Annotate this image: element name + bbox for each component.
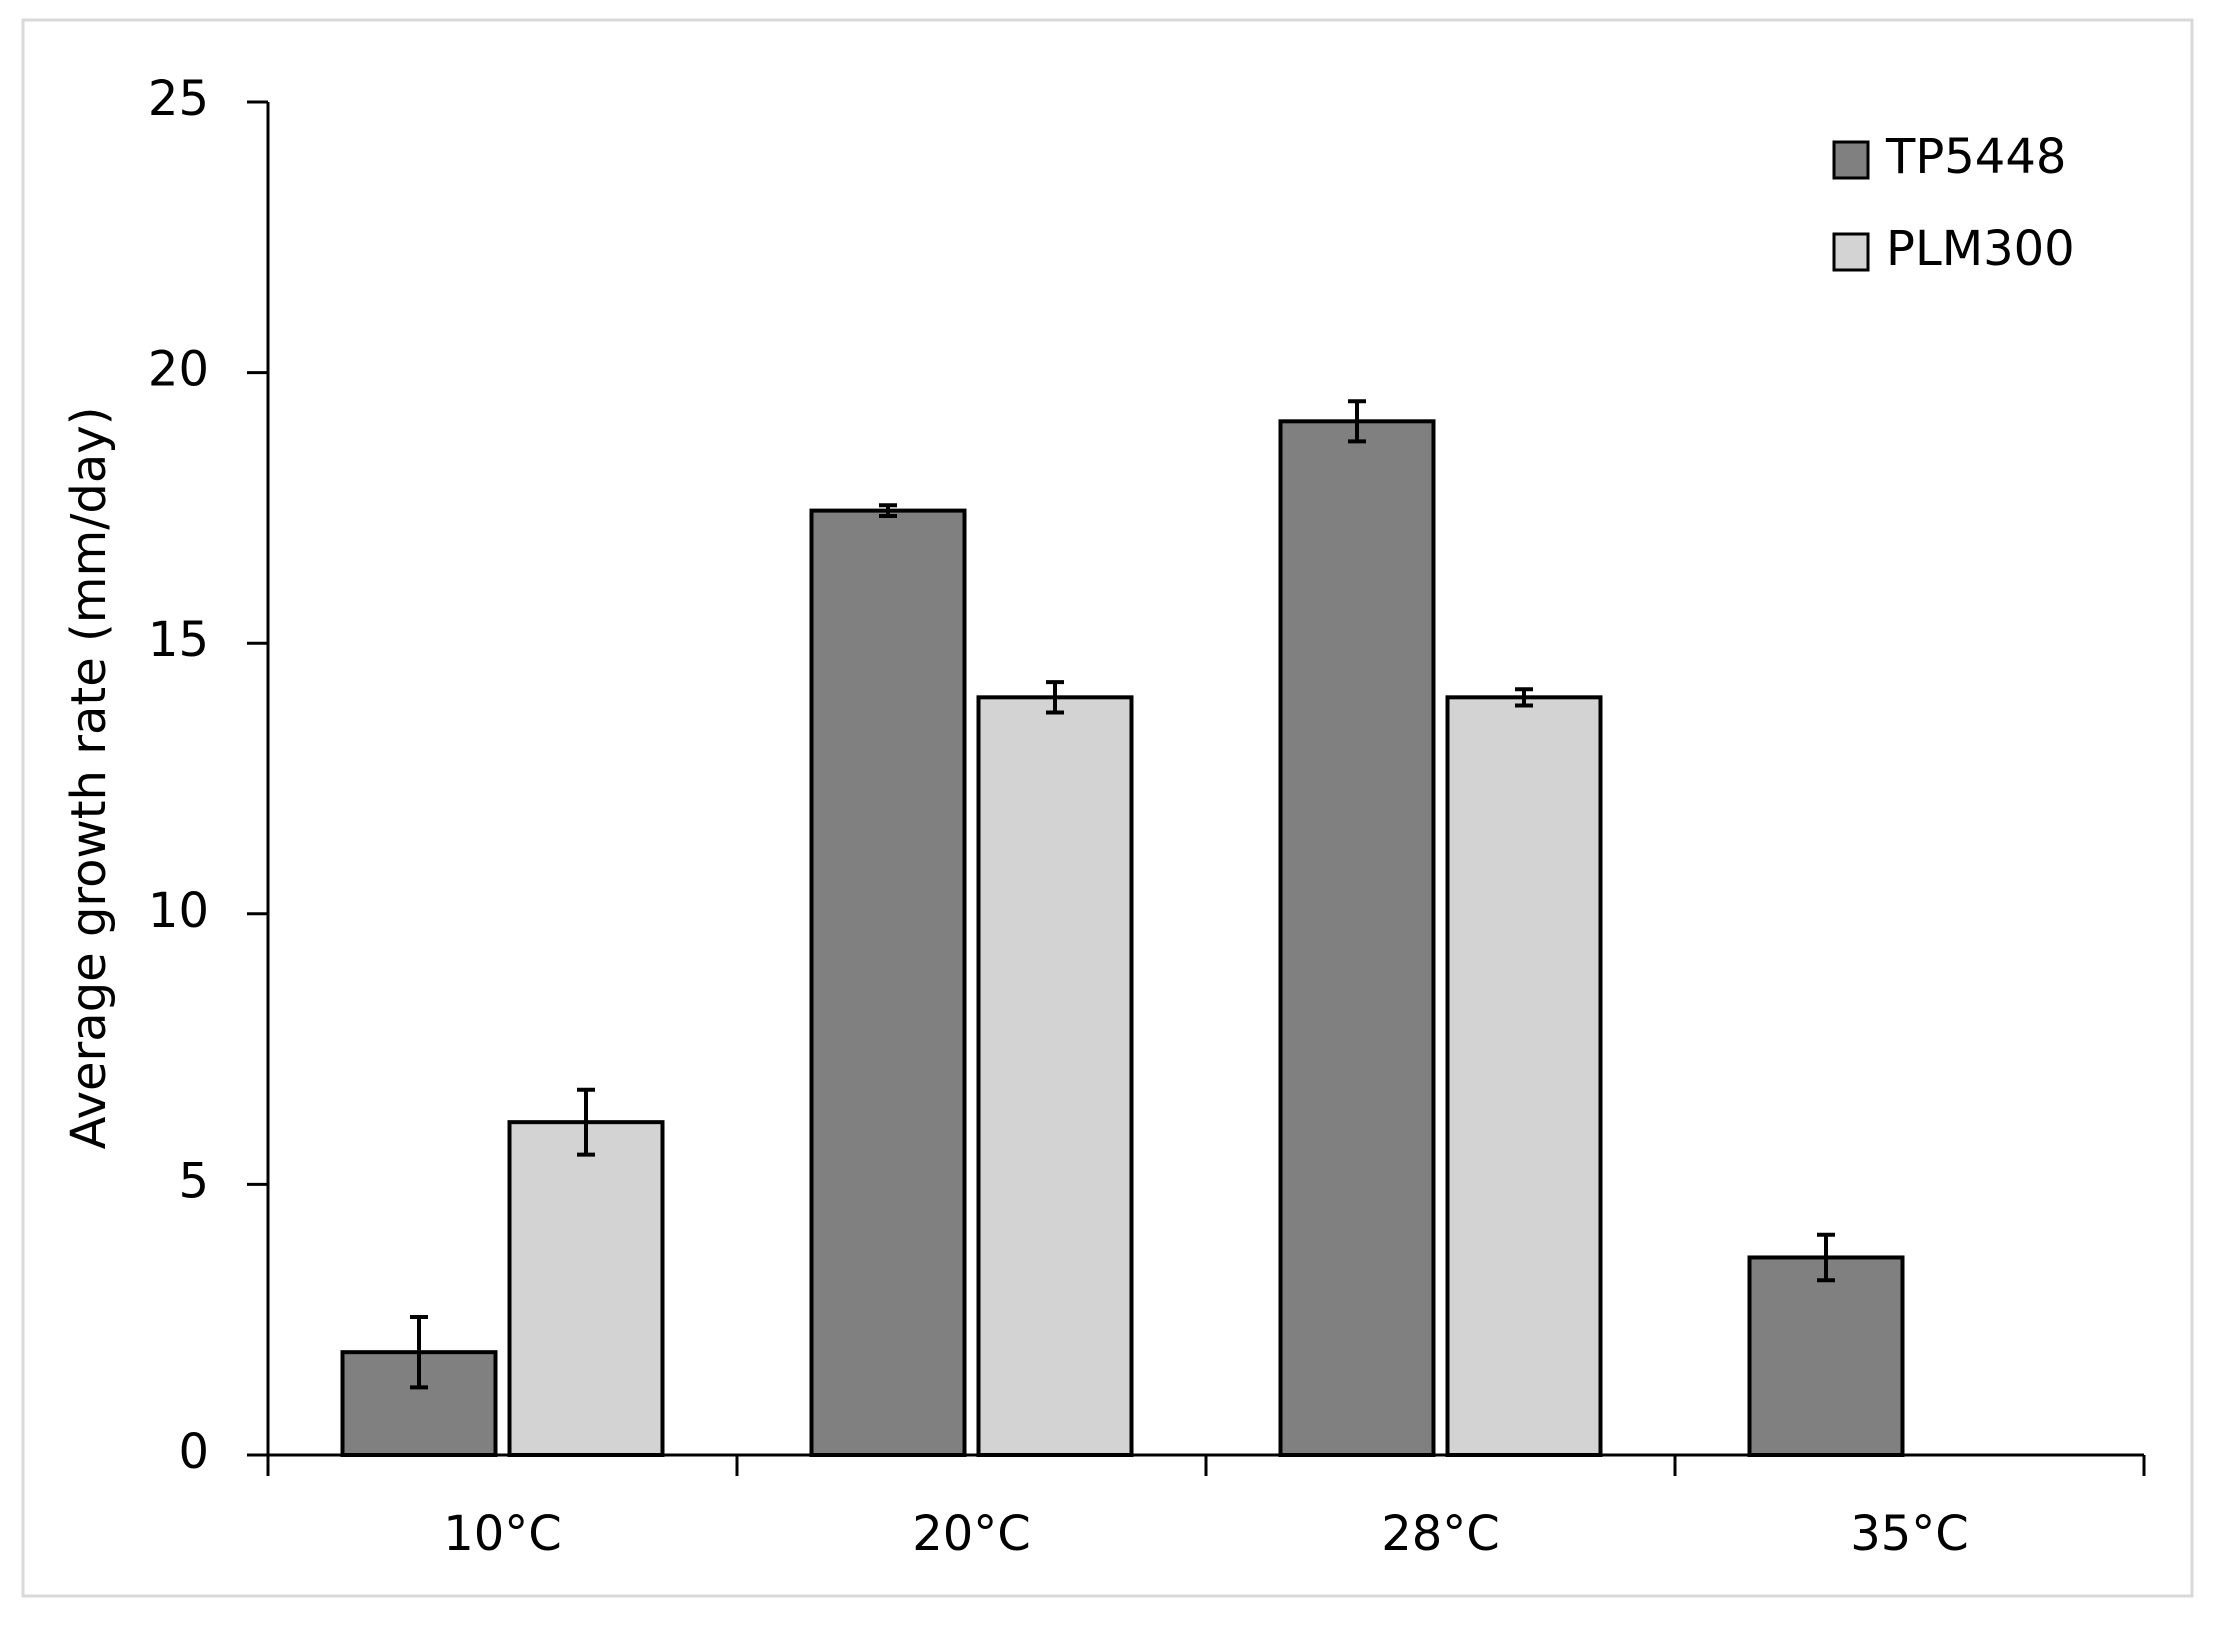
y-tick-label: 25: [148, 71, 209, 127]
legend-label: PLM300: [1886, 221, 2075, 277]
y-tick-label: 5: [178, 1153, 209, 1209]
x-tick-label: 28°C: [1381, 1506, 1500, 1562]
y-tick-label: 0: [178, 1424, 209, 1480]
x-tick-label: 20°C: [912, 1506, 1031, 1562]
legend-swatch: [1832, 232, 1870, 272]
bar: [809, 508, 967, 1457]
y-tick-label: 15: [148, 612, 209, 668]
bar: [1747, 1255, 1905, 1458]
legend-swatch: [1832, 140, 1870, 180]
legend-label: TP5448: [1885, 129, 2066, 185]
x-tick-label: 35°C: [1850, 1506, 1969, 1562]
bar: [976, 695, 1134, 1457]
bar: [1278, 419, 1436, 1458]
bar: [1445, 695, 1603, 1457]
bar: [507, 1120, 665, 1457]
x-tick-label: 10°C: [443, 1506, 562, 1562]
y-tick-label: 20: [148, 342, 209, 398]
y-tick-label: 10: [148, 883, 209, 939]
y-axis-title: Average growth rate (mm/day): [61, 407, 117, 1150]
